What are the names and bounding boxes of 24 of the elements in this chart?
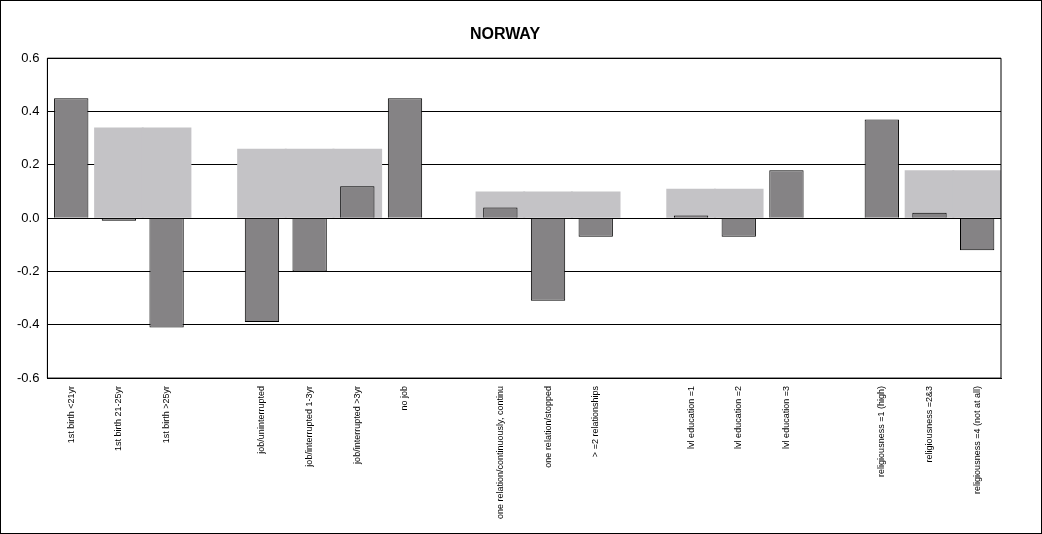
y-tick-label: 0.2: [21, 156, 40, 172]
x-tick-label: > =2 relationships: [590, 385, 601, 458]
y-tick-label: 0.4: [21, 103, 40, 119]
x-tick-label: job/interrupted >3yr: [351, 386, 362, 465]
x-tick-label: religiousness =1 (high): [876, 386, 887, 477]
y-tick-label: -0.6: [16, 369, 40, 385]
x-tick-label: religiousness =2&3: [923, 386, 934, 463]
x-tick-label: 1st birth 21-25yr: [113, 386, 124, 452]
x-tick-label: 1st birth <21yr: [65, 386, 76, 444]
x-tick-label: one relation/continuously, continu: [494, 386, 505, 519]
y-tick-label: -0.4: [16, 316, 40, 332]
x-tick-label: lvl education =1: [685, 386, 696, 449]
y-tick-label: -0.2: [16, 263, 40, 279]
x-tick-label: no job: [399, 386, 410, 411]
x-tick-label: religiousness =4 (not at all): [971, 386, 982, 494]
y-tick-label: 0.0: [21, 209, 40, 225]
chart-title: NORWAY: [469, 25, 541, 43]
x-tick-label: one relation/stopped: [542, 386, 553, 468]
x-tick-label: job/interrupted 1-3yr: [304, 386, 315, 468]
y-tick-label: 0.6: [21, 49, 40, 65]
x-tick-label: lvl education =3: [780, 386, 791, 449]
x-tick-label: 1st birth >25yr: [161, 386, 172, 444]
x-tick-label: lvl education =2: [733, 386, 744, 449]
x-tick-label: job/uninterrupted: [256, 386, 267, 455]
